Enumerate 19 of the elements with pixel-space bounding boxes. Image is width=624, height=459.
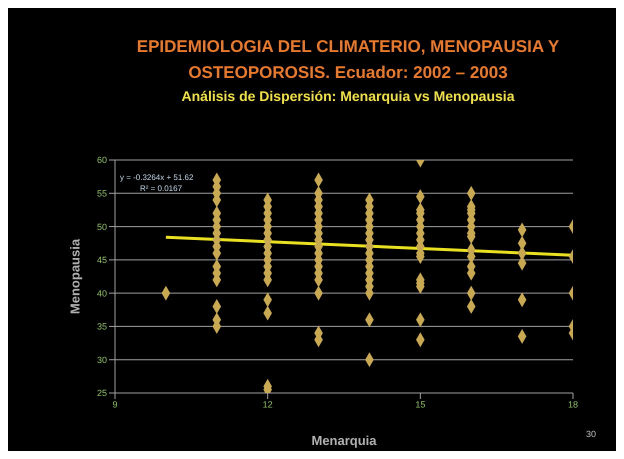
chart-subtitle: Análisis de Dispersión: Menarquia vs Menopausia: [182, 88, 514, 104]
y-tick-label: 60: [96, 155, 107, 166]
x-tick-label: 18: [568, 399, 578, 410]
text: 30: [586, 429, 596, 439]
annotation: R² = 0.0167: [140, 184, 182, 193]
annotation: y = -0.3264x + 51.62: [120, 173, 194, 182]
y-tick-label: 55: [96, 188, 107, 198]
x-tick-label: 9: [112, 399, 118, 410]
y-tick-label: 30: [96, 354, 107, 365]
chart-title: EPIDEMIOLOGIA DEL CLIMATERIO, MENOPAUSIA Y OSTEOPOROSIS. Ecuador: 2002 – 2003: [136, 37, 560, 82]
x-tick-label: 15: [415, 399, 426, 410]
x-tick-label: 12: [262, 399, 273, 410]
y-tick-label: 50: [96, 222, 107, 232]
y-tick-label: 40: [96, 288, 107, 298]
y-tick-label: 45: [96, 255, 107, 266]
y-tick-label: 35: [96, 322, 107, 332]
y-axis-title: Menopausia: [68, 238, 83, 314]
y-tick-label: 25: [96, 388, 107, 398]
x-axis-title: Menarquia: [311, 433, 378, 448]
